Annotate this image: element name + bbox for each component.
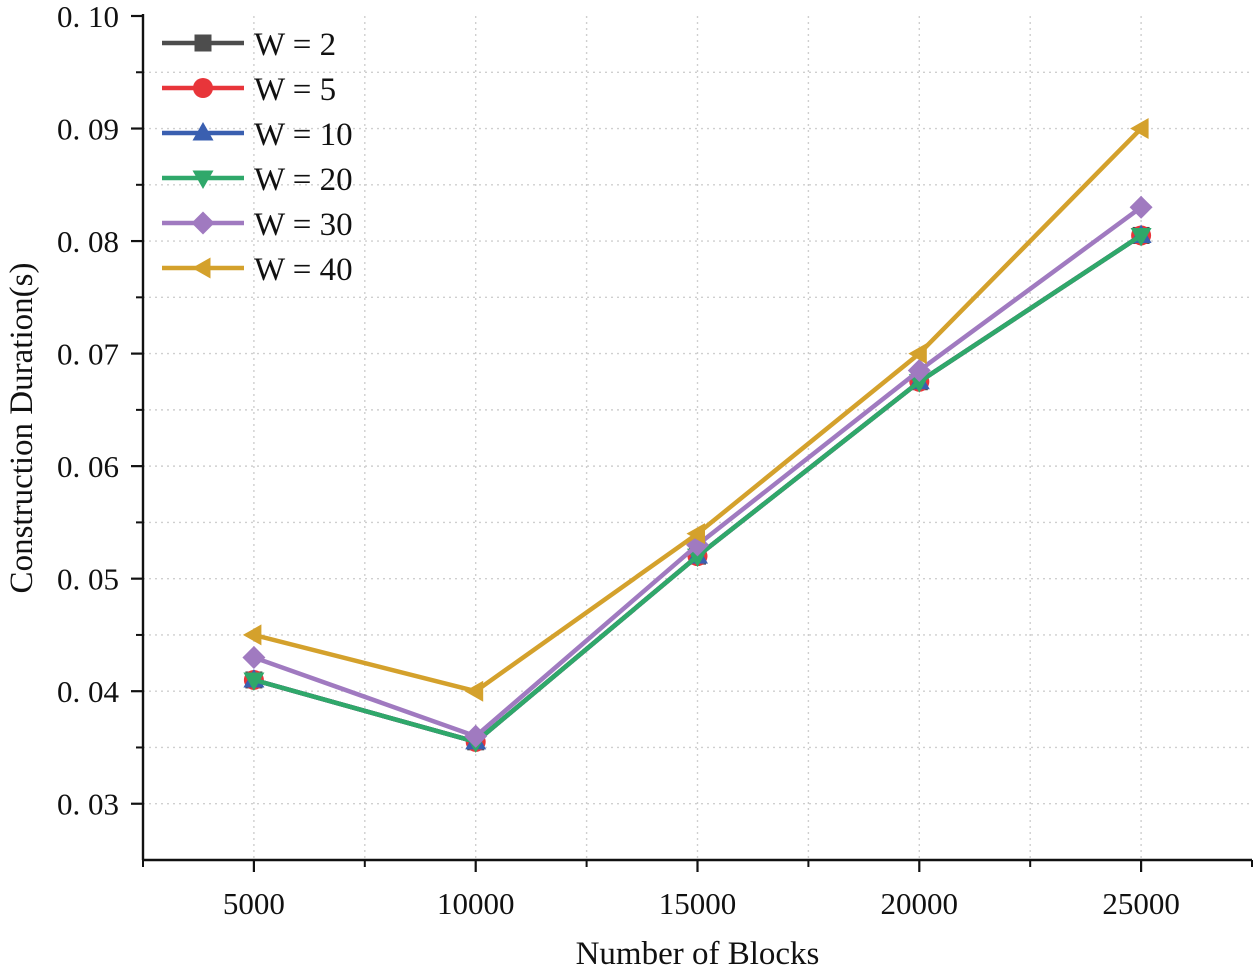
- data-point: [1130, 227, 1152, 247]
- y-tick-label: 0. 06: [57, 449, 119, 484]
- data-point: [1130, 118, 1149, 140]
- legend-marker: [192, 170, 214, 189]
- grid-lines: [143, 16, 1252, 860]
- legend-item: W = 40: [162, 252, 353, 288]
- data-point: [464, 724, 488, 748]
- legend-label: W = 2: [254, 27, 336, 63]
- legend-marker: [192, 122, 214, 141]
- legend-marker: [193, 78, 213, 98]
- data-point: [686, 523, 705, 545]
- y-tick-label: 0. 03: [57, 787, 119, 822]
- legend-label: W = 20: [254, 162, 353, 198]
- x-tick-label: 25000: [1102, 886, 1180, 921]
- series-layer: [242, 118, 1153, 753]
- axes: 5000 10000 15000 20000 25000 0. 03 0. 04 0. 05 0…: [57, 0, 1253, 921]
- series-w-30: [242, 195, 1153, 748]
- y-tick-label: 0. 08: [57, 224, 119, 259]
- data-point: [907, 358, 931, 382]
- legend-label: W = 10: [254, 117, 353, 153]
- legend-marker: [192, 257, 211, 279]
- legend-item: W = 10: [162, 117, 353, 153]
- data-point: [242, 624, 262, 646]
- data-point: [908, 374, 930, 393]
- y-tick-label: 0. 04: [57, 674, 120, 709]
- x-tick-label: 15000: [659, 886, 737, 921]
- legend-item: W = 20: [162, 162, 353, 198]
- legend-label: W = 5: [254, 72, 336, 108]
- legend-item: W = 5: [162, 72, 336, 108]
- x-tick-label: 5000: [223, 886, 285, 921]
- series-w-40: [242, 118, 1149, 702]
- legend-item: W = 30: [162, 207, 353, 243]
- x-tick-label: 20000: [881, 886, 959, 921]
- data-point: [908, 343, 927, 365]
- legend-marker: [194, 34, 212, 52]
- data-point: [687, 548, 708, 568]
- legend: W = 2 W = 5 W = 10 W = 20 W = 30 W = 40: [162, 27, 353, 288]
- y-tick-label: 0. 05: [57, 562, 119, 597]
- y-tick-label: 0. 10: [57, 0, 119, 34]
- data-point: [242, 645, 266, 669]
- legend-marker: [191, 211, 215, 235]
- y-tick-label: 0. 09: [57, 112, 119, 147]
- x-axis-title: Number of Blocks: [576, 936, 820, 972]
- y-axis-title: Construction Duration(s): [4, 263, 40, 594]
- legend-label: W = 40: [254, 252, 353, 288]
- y-tick-label: 0. 07: [57, 337, 119, 372]
- data-point: [1129, 195, 1153, 219]
- data-point: [243, 672, 265, 691]
- legend-item: W = 2: [162, 27, 336, 63]
- data-point: [464, 680, 484, 702]
- legend-label: W = 30: [254, 207, 353, 243]
- x-tick-label: 10000: [437, 886, 515, 921]
